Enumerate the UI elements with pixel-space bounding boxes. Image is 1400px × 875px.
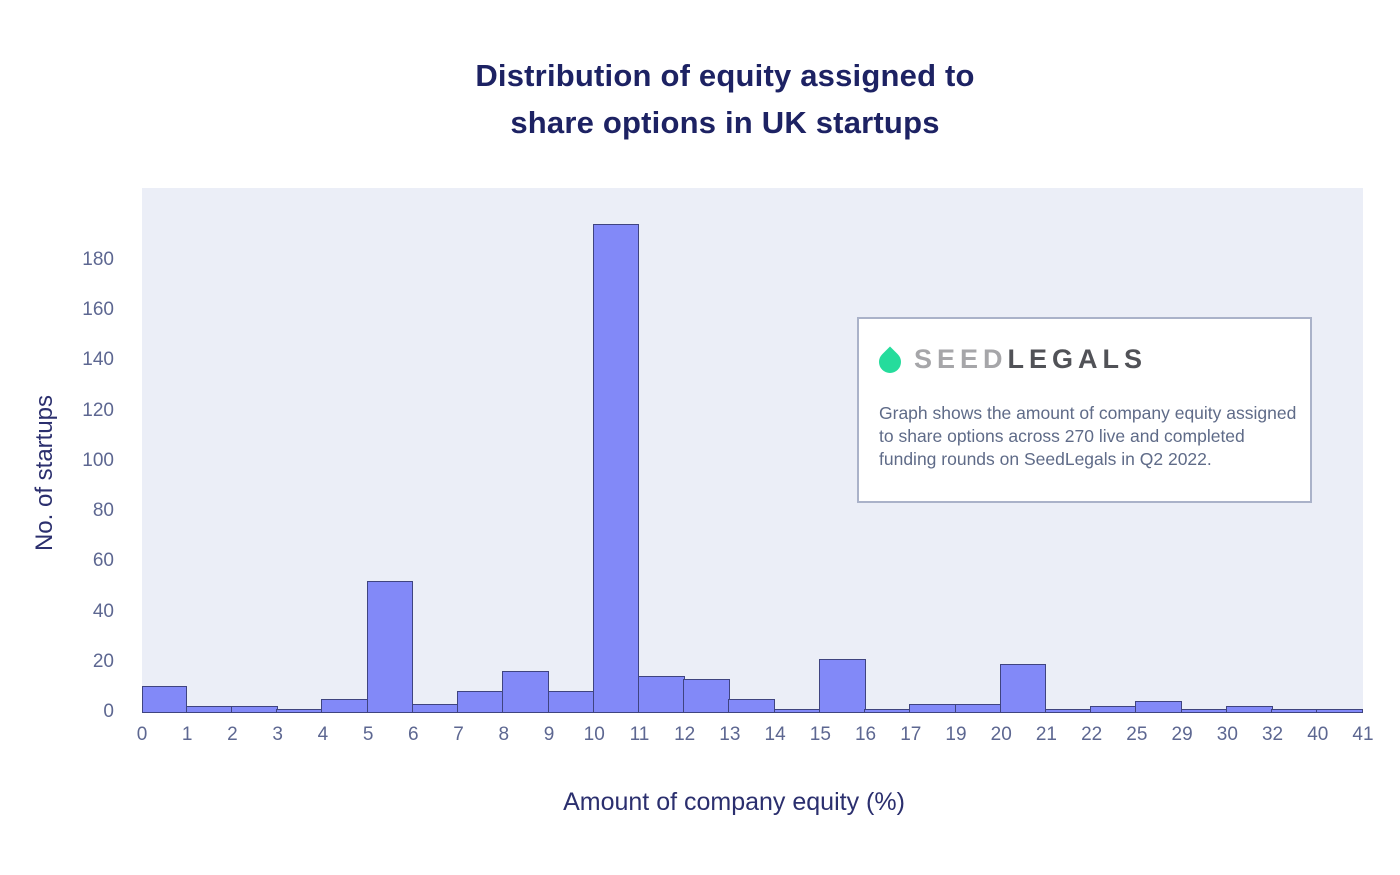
y-tick-40: 40 [92,600,114,622]
y-tick-120: 120 [82,399,114,421]
x-tick-22: 22 [1081,724,1103,745]
x-tick-14: 14 [764,724,786,745]
x-tick-11: 11 [629,724,650,745]
x-axis-title: Amount of company equity (%) [563,788,905,816]
bar-40-41 [1316,709,1363,713]
bar-29-30 [1180,709,1228,713]
bar-0-1 [142,686,188,713]
x-tick-20: 20 [990,724,1012,745]
y-tick-160: 160 [82,299,114,321]
bar-20-21 [999,663,1047,713]
bar-4-5 [321,698,369,713]
x-tick-32: 32 [1261,724,1284,745]
bar-8-9 [502,671,549,713]
bar-5-6 [366,580,414,713]
source-description: Graph shows the amount of company equity… [879,403,1297,469]
page-title-line2: share options in UK startups [510,105,940,140]
x-tick-9: 9 [543,724,555,745]
x-tick-2: 2 [227,724,238,745]
bar-19-20 [954,703,1002,713]
brand-logo: SEEDLEGALS [874,344,1288,378]
y-tick-140: 140 [82,349,114,371]
brand-legals-text: LEGALS [1007,344,1148,374]
y-tick-80: 80 [92,500,114,522]
bar-12-13 [683,678,730,713]
seedlegals-drop-icon [874,345,906,378]
x-tick-0: 0 [136,724,148,745]
bar-9-10 [547,691,595,713]
brand-seed-text: SEED [914,344,1008,374]
bar-16-17 [864,709,911,713]
bar-6-7 [411,703,459,713]
bar-17-19 [909,703,956,713]
source-card: SEEDLEGALS Graph shows the amount of com… [857,317,1312,503]
y-tick-60: 60 [92,550,114,572]
bar-13-14 [728,698,776,713]
bar-25-29 [1135,701,1183,713]
x-tick-8: 8 [498,724,510,745]
x-tick-41: 41 [1352,724,1374,745]
y-tick-20: 20 [92,650,114,672]
bar-1-2 [185,706,233,713]
x-tick-30: 30 [1216,724,1238,745]
x-tick-15: 15 [809,724,831,745]
x-tick-4: 4 [317,724,329,745]
y-tick-0: 0 [103,701,114,722]
x-tick-1: 1 [181,724,193,745]
x-tick-17: 17 [900,724,922,745]
y-axis-title: No. of startups [31,394,58,552]
x-tick-5: 5 [362,724,374,745]
x-tick-12: 12 [674,724,696,745]
x-tick-40: 40 [1307,724,1329,745]
bar-21-22 [1044,709,1092,713]
brand-wordmark: SEEDLEGALS [914,344,1147,375]
x-tick-21: 21 [1035,724,1058,745]
x-tick-29: 29 [1171,724,1193,745]
x-tick-10: 10 [583,724,605,745]
x-tick-19: 19 [945,724,967,745]
page-title-line1: Distribution of equity assigned to [475,58,975,93]
bar-7-8 [457,691,504,713]
bar-2-3 [230,706,278,713]
bar-10-11 [592,224,640,713]
page-title: Distribution of equity assigned to share… [50,52,1400,146]
bar-15-16 [818,658,866,713]
bar-3-4 [276,709,323,713]
x-tick-13: 13 [719,724,741,745]
bar-30-32 [1225,706,1273,713]
y-tick-100: 100 [82,449,114,471]
bar-32-40 [1271,709,1318,713]
x-tick-3: 3 [272,724,283,745]
x-tick-16: 16 [854,724,877,745]
bar-22-25 [1090,706,1137,713]
x-tick-7: 7 [453,724,464,745]
y-tick-180: 180 [82,248,114,270]
bar-14-15 [773,709,821,713]
x-tick-25: 25 [1126,724,1148,745]
bar-11-12 [637,676,685,713]
x-tick-6: 6 [408,724,419,745]
